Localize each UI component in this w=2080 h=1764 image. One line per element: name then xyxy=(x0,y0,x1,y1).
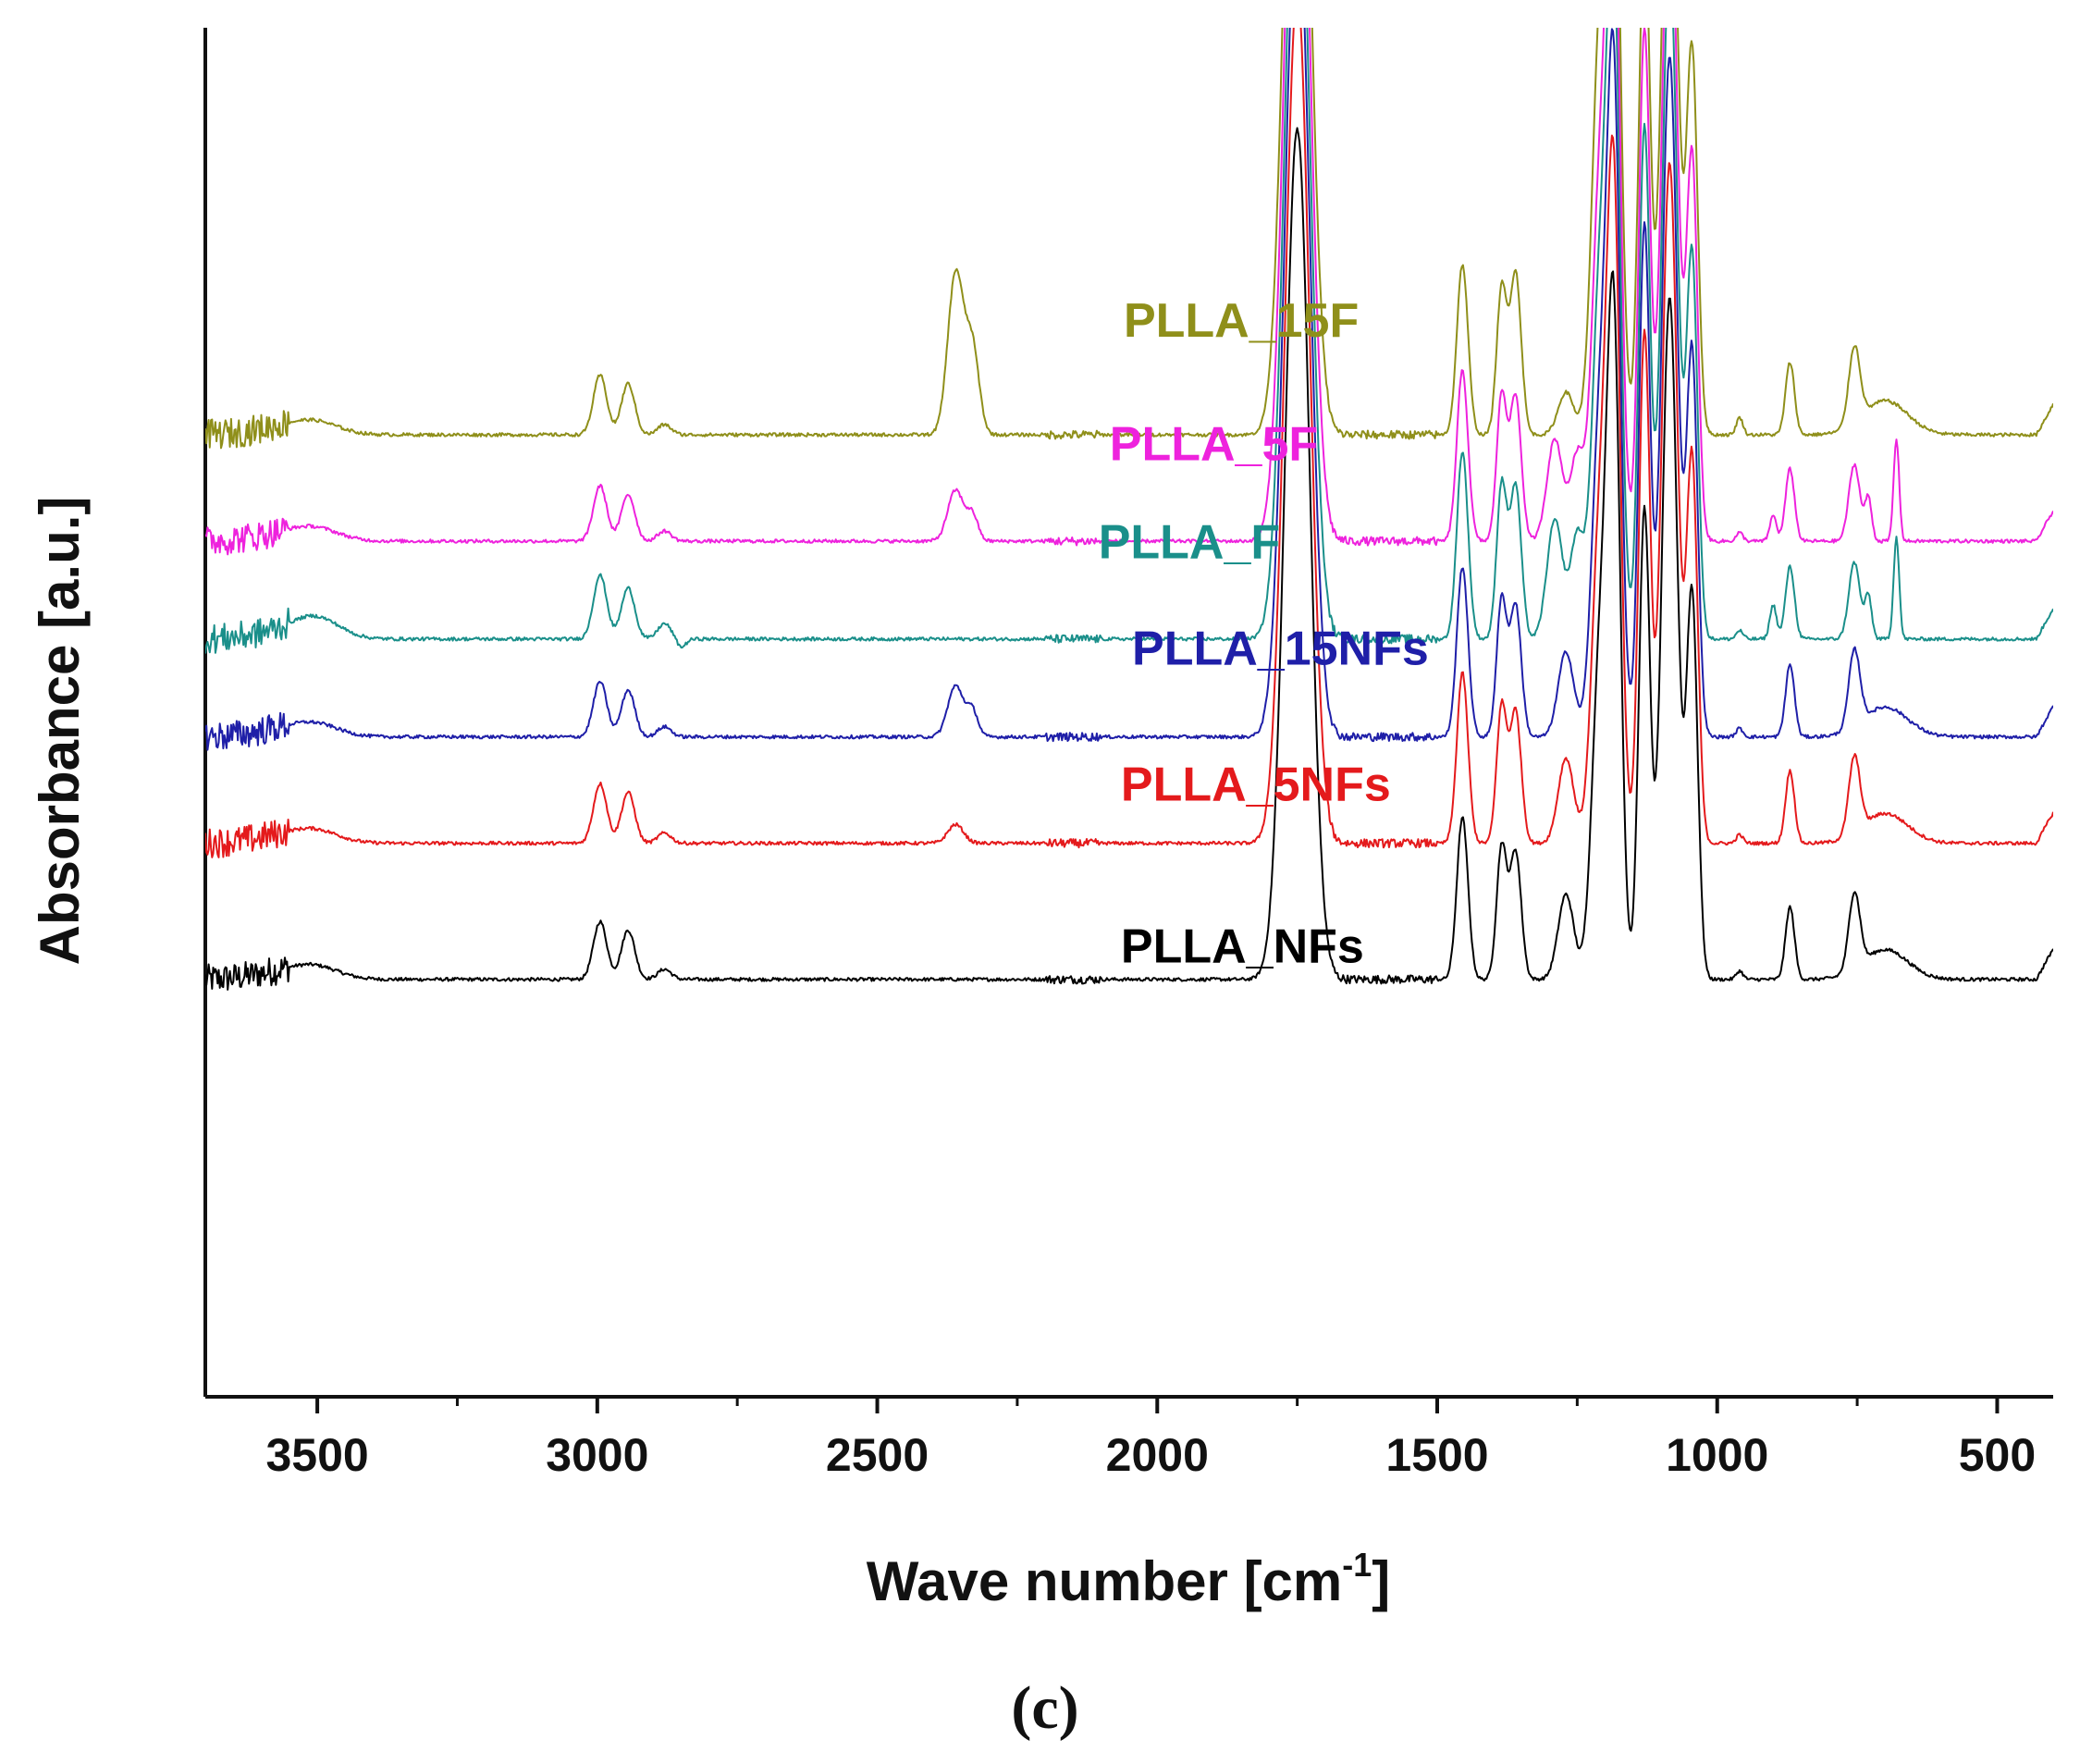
x-tick-label: 3000 xyxy=(546,1429,648,1481)
series-label-plla-5nfs: PLLA_5NFs xyxy=(1121,759,1391,812)
series-label-plla-15nfs: PLLA_15NFs xyxy=(1132,622,1429,675)
x-tick-label: 2500 xyxy=(826,1429,929,1481)
y-axis-label: Absorbance [a.u.] xyxy=(29,497,91,966)
series-line-plla-15f xyxy=(205,28,2053,450)
x-axis-label-suffix: ] xyxy=(1372,1550,1390,1612)
x-tick-label: 500 xyxy=(1959,1429,2036,1481)
series-labels: PLLA_NFs PLLA_5NFs PLLA_15NFs PLLA_F PLLA_5F… xyxy=(1099,294,1429,973)
x-tick-label: 3500 xyxy=(265,1429,368,1481)
x-axis-label: Wave number [cm-1] xyxy=(867,1546,1391,1612)
x-axis-label-main: Wave number [cm xyxy=(867,1550,1343,1612)
series-label-plla-15f: PLLA_15F xyxy=(1124,294,1359,348)
series-line-plla-nfs xyxy=(205,127,2053,991)
x-axis-ticks: 3500 3000 2500 2000 1500 1000 500 xyxy=(265,1397,2036,1481)
series-line-plla-5nfs xyxy=(205,28,2053,858)
series-label-plla-5f: PLLA_5F xyxy=(1110,418,1318,472)
x-tick-label: 1500 xyxy=(1385,1429,1488,1481)
series-line-plla-15nfs xyxy=(205,28,2053,751)
series-line-plla-5f xyxy=(205,28,2053,556)
x-tick-label: 2000 xyxy=(1106,1429,1209,1481)
x-tick-label: 1000 xyxy=(1666,1429,1768,1481)
panel-label: (c) xyxy=(1011,1674,1078,1742)
series-group xyxy=(205,28,2053,991)
series-label-plla-f: PLLA_F xyxy=(1099,515,1280,569)
series-line-plla-f xyxy=(205,28,2053,654)
series-label-plla-nfs: PLLA_NFs xyxy=(1121,919,1364,973)
x-axis-label-superscript: -1 xyxy=(1342,1546,1372,1584)
